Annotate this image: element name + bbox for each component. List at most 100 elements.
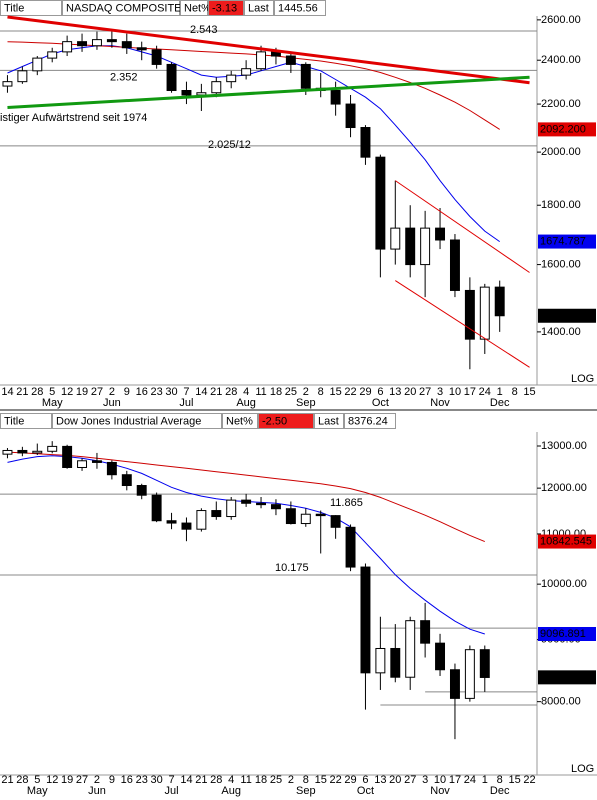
month-label: Jun	[103, 397, 121, 409]
price-tag	[538, 234, 596, 249]
x-tick-label: 28	[225, 386, 237, 398]
candle-body	[32, 57, 43, 72]
x-tick-label: 14	[1, 386, 13, 398]
header-box	[52, 413, 222, 429]
candle-body	[136, 47, 147, 51]
candle-body	[181, 522, 192, 530]
candle-body	[494, 286, 505, 317]
month-label: Jun	[88, 785, 106, 797]
x-tick-label: 25	[270, 774, 282, 786]
candle-body	[375, 647, 386, 674]
price-tag-label: 2092.200	[540, 123, 586, 135]
x-tick-label: 13	[374, 774, 386, 786]
header-box	[274, 0, 326, 16]
y-tick-label: 13000.00	[541, 440, 587, 452]
y-tick-label: 10000.00	[541, 578, 587, 590]
x-tick-label: 5	[49, 386, 55, 398]
header-box	[0, 413, 52, 429]
candle-body	[300, 63, 311, 89]
month-label: Oct	[357, 785, 374, 797]
x-tick-label: 11	[240, 774, 251, 786]
log-label: LOG	[571, 373, 594, 385]
moving-average	[7, 451, 485, 543]
month-label: Jul	[165, 785, 179, 797]
candle-body	[121, 41, 132, 49]
candle-body	[151, 49, 162, 65]
x-tick-label: 15	[523, 386, 535, 398]
candle-body	[360, 127, 371, 158]
x-tick-label: 27	[404, 774, 416, 786]
x-tick-label: 3	[437, 386, 443, 398]
candle-body	[420, 620, 431, 644]
month-label: Sep	[296, 397, 316, 409]
header-net-label: Net%	[226, 415, 253, 427]
x-tick-label: 12	[46, 774, 58, 786]
price-tag	[538, 626, 596, 641]
candle-body	[17, 70, 28, 83]
x-tick-label: 24	[464, 774, 476, 786]
trendline	[7, 15, 530, 85]
candle-body	[405, 620, 416, 678]
candle-body	[345, 103, 356, 129]
x-tick-label: 14	[195, 386, 207, 398]
moving-average	[7, 45, 500, 243]
log-label: LOG	[571, 763, 594, 775]
candle-body	[464, 649, 475, 699]
x-tick-label: 2	[109, 386, 115, 398]
x-tick-label: 7	[168, 774, 174, 786]
price-tag	[538, 308, 596, 323]
x-tick-label: 15	[315, 774, 327, 786]
x-tick-label: 8	[318, 386, 324, 398]
candle-body	[62, 41, 73, 53]
trendline	[395, 180, 530, 273]
price-tag	[538, 534, 596, 549]
x-tick-label: 16	[121, 774, 133, 786]
x-tick-label: 27	[419, 386, 431, 398]
candle-body	[91, 39, 102, 47]
moving-average	[7, 41, 500, 130]
candle-body	[166, 520, 177, 524]
x-tick-label: 4	[243, 386, 249, 398]
header-net: -3.13	[212, 2, 237, 14]
header-title-label: Title	[4, 2, 24, 14]
x-tick-label: 19	[76, 386, 88, 398]
month-label: Aug	[236, 397, 256, 409]
candle-body	[151, 494, 162, 522]
candle-body	[390, 647, 401, 678]
x-tick-label: 8	[497, 774, 503, 786]
x-tick-label: 21	[16, 386, 28, 398]
x-tick-label: 22	[523, 774, 535, 786]
x-tick-label: 29	[359, 386, 371, 398]
header-box	[344, 413, 396, 429]
candle-body	[449, 669, 460, 699]
price-tag	[538, 670, 596, 685]
y-tick-label: 2600.00	[541, 14, 581, 26]
x-tick-label: 1	[497, 386, 503, 398]
candle-body	[196, 510, 207, 530]
header-name: NASDAQ COMPOSITE	[66, 2, 182, 14]
candle-body	[285, 55, 296, 65]
trendline	[7, 75, 530, 110]
candle-body	[464, 289, 475, 340]
x-tick-label: 17	[449, 774, 461, 786]
x-tick-label: 30	[151, 774, 163, 786]
x-tick-label: 23	[136, 774, 148, 786]
x-tick-label: 2	[94, 774, 100, 786]
candle-body	[47, 445, 58, 452]
y-tick-label: 1400.00	[541, 326, 581, 338]
y-tick-label: 12000.00	[541, 482, 587, 494]
y-tick-label: 2200.00	[541, 98, 581, 110]
candle-body	[2, 449, 13, 455]
x-tick-label: 21	[1, 774, 13, 786]
candle-body	[32, 450, 43, 454]
x-tick-label: 28	[31, 386, 43, 398]
price-tag-label: 1674.787	[540, 235, 586, 247]
header-box	[314, 413, 344, 429]
y-tick-label: 1800.00	[541, 199, 581, 211]
x-tick-label: 4	[228, 774, 234, 786]
month-label: Dec	[490, 397, 510, 409]
x-tick-label: 18	[270, 386, 282, 398]
candle-body	[390, 227, 401, 250]
